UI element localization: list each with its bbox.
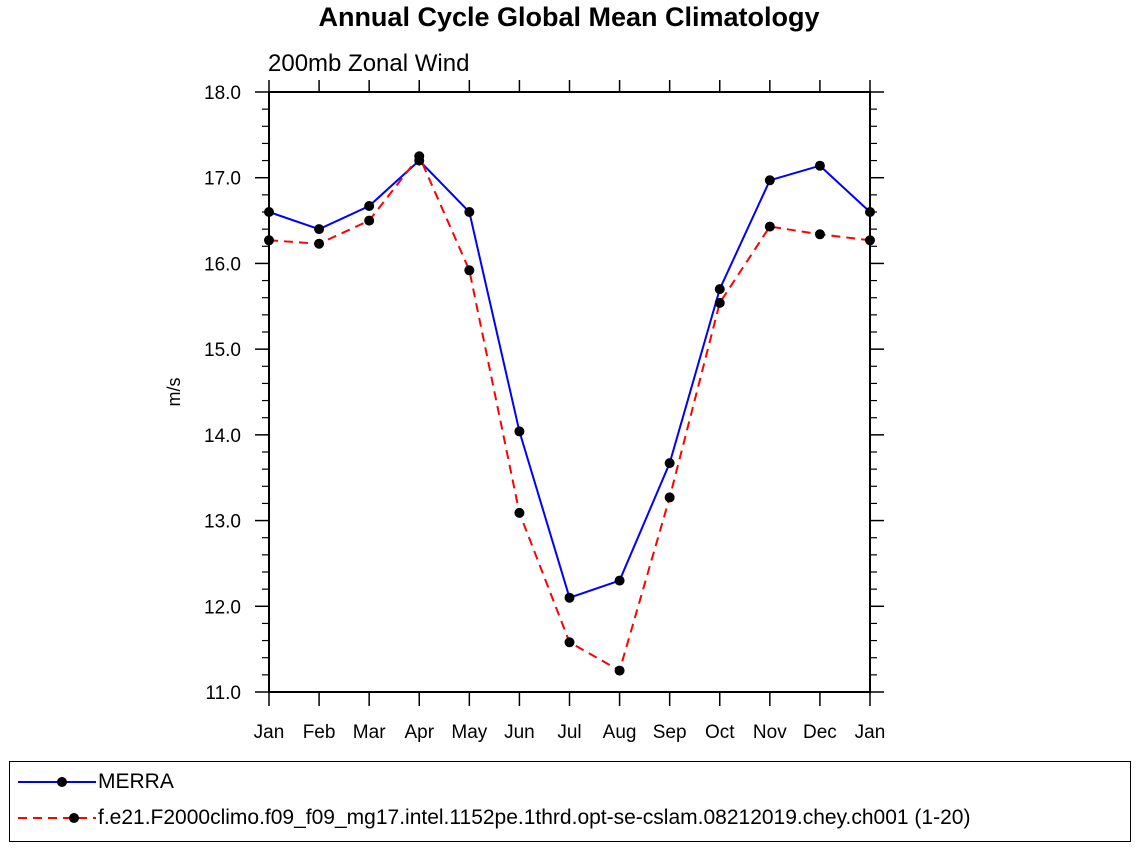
data-point-model [464,265,475,276]
data-point-merra [814,160,825,171]
legend-swatch-model [18,813,96,823]
legend: MERRA f.e21.F2000climo.f09_f09_mg17.inte… [9,761,1131,842]
data-point-model [514,507,525,518]
x-tick-label: Jul [557,722,581,743]
x-tick-label: May [451,722,487,743]
line-chart: Jan Feb Mar Apr May Jun Jul Aug Sep Oct Nov Dec Jan … [164,80,886,743]
data-point-model [564,637,575,648]
x-tick-label: Jan [254,722,285,743]
axis-ticks [255,80,884,706]
data-point-merra [614,575,625,586]
x-tick-label: Oct [705,722,735,743]
data-point-merra [364,201,375,211]
series-layer [264,151,875,676]
plot-frame [268,91,871,693]
chart-subtitle: 200mb Zonal Wind [268,50,470,77]
y-axis-label: m/s [164,378,184,407]
x-tick-label: Jan [855,722,886,743]
data-point-merra [464,207,475,217]
data-point-model [614,665,625,676]
x-tick-label: Dec [803,722,837,743]
data-point-model [414,151,425,162]
y-tick-label: 14.0 [204,426,241,447]
legend-item-model: f.e21.F2000climo.f09_f09_mg17.intel.1152… [10,802,1130,836]
y-tick-label: 13.0 [204,512,241,533]
data-point-model [714,297,725,308]
x-tick-label: Jun [504,722,535,743]
y-tick-label: 15.0 [204,340,241,361]
data-point-merra [564,592,575,603]
y-tick-label: 11.0 [205,683,241,704]
data-point-merra [664,458,675,469]
y-tick-label: 17.0 [204,169,241,190]
data-point-merra [714,284,725,295]
x-tick-label: Sep [653,722,687,743]
x-tick-label: Nov [753,722,787,743]
y-tick-label: 12.0 [204,597,241,618]
x-tick-label: Apr [404,722,434,743]
x-tick-label: Aug [603,722,637,743]
y-tick-labels: 11.0 12.0 13.0 14.0 15.0 16.0 17.0 18.0 [204,83,241,704]
x-tick-label: Mar [353,722,386,743]
data-point-merra [314,224,325,235]
chart-title: Annual Cycle Global Mean Climatology [318,2,820,32]
legend-label: f.e21.F2000climo.f09_f09_mg17.intel.1152… [98,806,971,829]
data-point-merra [514,426,525,437]
data-point-model [814,229,825,240]
legend-label: MERRA [98,770,174,793]
data-point-model [664,492,675,503]
data-point-model [764,221,775,232]
data-point-merra [764,175,775,186]
x-tick-label: Feb [303,722,336,743]
y-tick-label: 18.0 [204,83,241,104]
data-point-model [364,215,375,226]
legend-swatch-merra [18,777,96,787]
data-point-model [314,238,325,249]
legend-item-merra: MERRA [10,766,1130,800]
y-tick-label: 16.0 [204,254,241,275]
x-tick-labels: Jan Feb Mar Apr May Jun Jul Aug Sep Oct Nov Dec Jan [254,722,886,743]
